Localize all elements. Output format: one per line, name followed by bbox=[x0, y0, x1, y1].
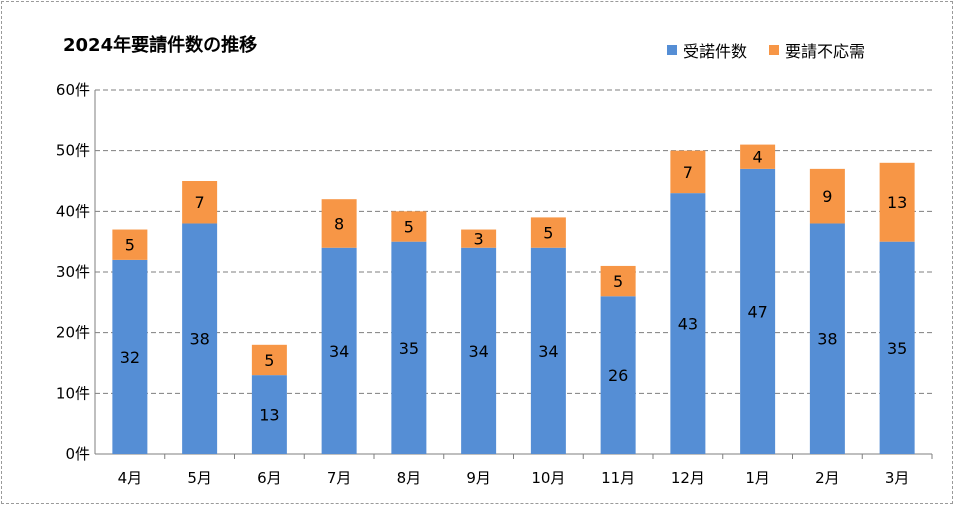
legend-label-declined: 要請不応需 bbox=[785, 42, 866, 61]
data-label-declined: 5 bbox=[125, 236, 135, 255]
data-label-declined: 9 bbox=[822, 187, 832, 206]
bar-declined bbox=[251, 344, 287, 376]
bar-declined bbox=[461, 229, 497, 248]
legend-label-accepted: 受諾件数 bbox=[683, 42, 748, 61]
bar-accepted bbox=[670, 193, 706, 454]
x-tick-label: 3月 bbox=[885, 469, 910, 487]
data-label-declined: 4 bbox=[753, 148, 763, 167]
bar-accepted bbox=[530, 247, 566, 454]
x-tick-label: 10月 bbox=[531, 469, 565, 487]
bar-accepted bbox=[809, 223, 845, 454]
bar-declined bbox=[530, 217, 566, 248]
data-label-accepted: 34 bbox=[538, 342, 558, 361]
bar-declined bbox=[182, 181, 218, 224]
x-tick-label: 6月 bbox=[257, 469, 282, 487]
bar-accepted bbox=[321, 247, 357, 454]
y-tick-label: 60件 bbox=[56, 81, 90, 99]
data-label-declined: 5 bbox=[543, 224, 553, 243]
x-tick-label: 9月 bbox=[466, 469, 491, 487]
bar-accepted bbox=[182, 223, 218, 454]
x-tick-label: 12月 bbox=[671, 469, 705, 487]
bar-declined bbox=[740, 144, 776, 169]
x-tick-label: 1月 bbox=[745, 469, 770, 487]
bar-declined bbox=[879, 162, 915, 242]
x-tick-label: 5月 bbox=[187, 469, 212, 487]
data-label-declined: 5 bbox=[613, 272, 623, 291]
bar-accepted bbox=[112, 259, 148, 454]
bar-declined bbox=[112, 229, 148, 260]
legend-swatch-accepted bbox=[667, 45, 677, 55]
legend-swatch-declined bbox=[769, 45, 780, 55]
data-label-accepted: 34 bbox=[329, 342, 349, 361]
legend-item-accepted: 受諾件数 bbox=[667, 38, 747, 62]
data-label-declined: 7 bbox=[195, 193, 205, 212]
data-label-accepted: 32 bbox=[120, 348, 140, 367]
data-label-accepted: 26 bbox=[608, 366, 628, 385]
data-label-accepted: 47 bbox=[747, 302, 767, 321]
chart-title: 2024年要請件数の推移 bbox=[63, 35, 258, 56]
y-tick-label: 50件 bbox=[56, 142, 90, 160]
data-label-accepted: 43 bbox=[678, 315, 698, 334]
data-label-declined: 13 bbox=[887, 193, 907, 212]
data-label-accepted: 13 bbox=[259, 406, 279, 425]
y-tick-label: 30件 bbox=[56, 263, 90, 281]
data-label-accepted: 35 bbox=[399, 339, 419, 358]
data-label-declined: 8 bbox=[334, 214, 344, 233]
bar-declined bbox=[391, 211, 427, 242]
x-tick-label: 11月 bbox=[601, 469, 635, 487]
bar-declined bbox=[321, 199, 357, 248]
bar-accepted bbox=[251, 375, 287, 454]
x-tick-label: 2月 bbox=[815, 469, 840, 487]
bar-declined bbox=[600, 265, 636, 297]
x-tick-label: 7月 bbox=[327, 469, 352, 487]
y-tick-label: 40件 bbox=[56, 202, 90, 220]
y-tick-label: 10件 bbox=[56, 384, 90, 402]
data-label-declined: 7 bbox=[683, 163, 693, 182]
data-label-accepted: 38 bbox=[189, 330, 209, 349]
bar-accepted bbox=[879, 241, 915, 454]
legend-item-declined: 要請不応需 bbox=[769, 38, 865, 62]
data-label-accepted: 34 bbox=[468, 342, 488, 361]
data-label-declined: 5 bbox=[264, 351, 274, 370]
x-tick-label: 4月 bbox=[118, 469, 143, 487]
bar-accepted bbox=[740, 168, 776, 454]
y-tick-label: 20件 bbox=[56, 324, 90, 342]
bar-accepted bbox=[600, 296, 636, 454]
data-label-declined: 5 bbox=[404, 218, 414, 237]
x-tick-label: 8月 bbox=[397, 469, 422, 487]
data-label-accepted: 38 bbox=[817, 330, 837, 349]
legend: 受諾件数 要請不応需 bbox=[667, 38, 865, 62]
y-tick-label: 0件 bbox=[65, 445, 90, 463]
bar-declined bbox=[809, 168, 845, 224]
data-label-declined: 3 bbox=[474, 230, 484, 249]
bar-accepted bbox=[461, 247, 497, 454]
bar-declined bbox=[670, 150, 706, 194]
bar-accepted bbox=[391, 241, 427, 454]
data-label-accepted: 35 bbox=[887, 339, 907, 358]
